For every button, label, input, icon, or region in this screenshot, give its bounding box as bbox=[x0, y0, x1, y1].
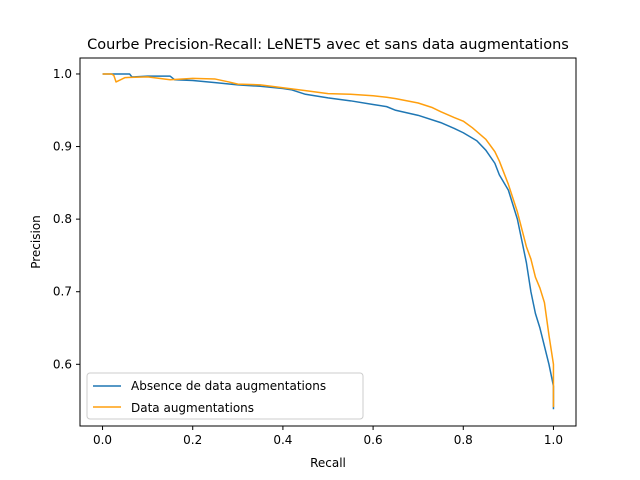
y-axis-label: Precision bbox=[29, 215, 43, 269]
x-axis-ticks: 0.0 0.2 0.4 0.6 0.8 1.0 bbox=[93, 426, 563, 447]
legend-label-series-2: Data augmentations bbox=[131, 401, 254, 415]
x-tick-label: 0.6 bbox=[364, 433, 383, 447]
x-tick-label: 0.4 bbox=[273, 433, 292, 447]
x-axis-label: Recall bbox=[310, 456, 346, 470]
plot-frame bbox=[79, 57, 577, 427]
x-tick-label: 0.2 bbox=[183, 433, 202, 447]
x-tick-label: 0.0 bbox=[93, 433, 112, 447]
series-line-2 bbox=[102, 73, 555, 408]
legend: Absence de data augmentations Data augme… bbox=[86, 372, 364, 420]
x-tick-label: 0.8 bbox=[454, 433, 473, 447]
chart-title: Courbe Precision-Recall: LeNET5 avec et … bbox=[87, 37, 569, 53]
y-tick-label: 1.0 bbox=[53, 67, 72, 81]
series-line-1 bbox=[102, 73, 555, 410]
x-tick-label: 1.0 bbox=[544, 433, 563, 447]
y-tick-label: 0.8 bbox=[53, 212, 72, 226]
y-tick-label: 0.7 bbox=[53, 285, 72, 299]
series-layer bbox=[102, 73, 555, 410]
y-axis-ticks: 0.6 0.7 0.8 0.9 1.0 bbox=[53, 67, 80, 371]
legend-box bbox=[86, 372, 364, 420]
y-tick-label: 0.6 bbox=[53, 357, 72, 371]
legend-label-series-1: Absence de data augmentations bbox=[131, 379, 326, 393]
y-tick-label: 0.9 bbox=[53, 140, 72, 154]
